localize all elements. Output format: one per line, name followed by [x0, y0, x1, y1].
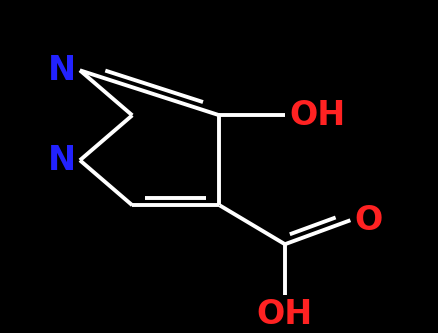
- Text: N: N: [47, 144, 75, 177]
- Text: OH: OH: [289, 99, 345, 132]
- Text: N: N: [47, 54, 75, 87]
- Text: O: O: [354, 204, 382, 237]
- Text: OH: OH: [256, 298, 312, 331]
